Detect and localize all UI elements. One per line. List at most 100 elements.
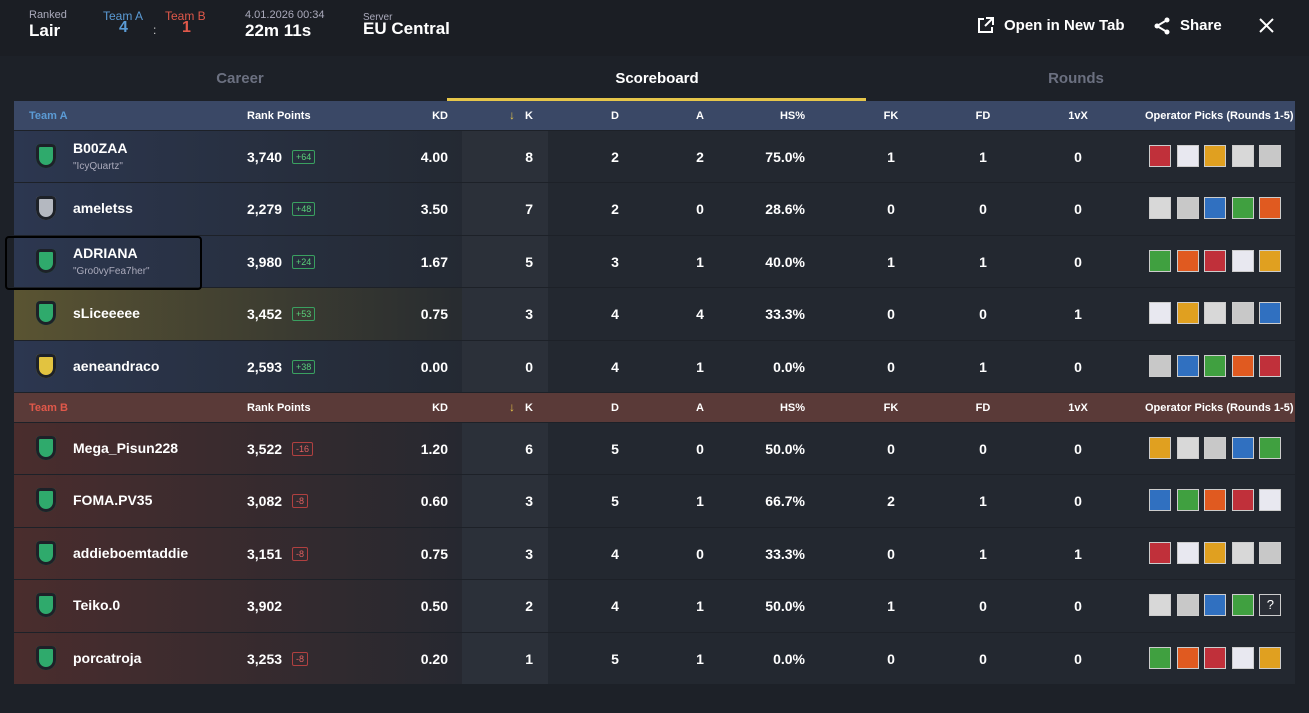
column-label: Rank Points	[247, 110, 311, 122]
close-button[interactable]	[1259, 18, 1274, 33]
stat: 2	[611, 149, 619, 165]
operator-icon	[1259, 354, 1282, 377]
column-label[interactable]: KD	[432, 402, 448, 414]
stat: 1.67	[420, 253, 448, 270]
stat: 0.75	[420, 306, 448, 323]
stat: 4	[611, 306, 619, 323]
team-header	[14, 101, 1295, 130]
stat: 3	[611, 253, 619, 270]
column-label[interactable]: KD	[432, 110, 448, 122]
player-name[interactable]: Mega_Pisun228	[73, 440, 179, 456]
stat: 1	[1074, 545, 1082, 562]
player-row[interactable]	[14, 131, 1295, 183]
server: EU Central	[363, 19, 450, 38]
stat: 0	[696, 201, 704, 218]
rank-points: 3,082	[247, 493, 283, 510]
tab[interactable]: Rounds	[1048, 70, 1104, 87]
player-name[interactable]: aeneandraco	[73, 357, 160, 374]
team-name: Team B	[29, 402, 68, 414]
player-name[interactable]: ADRIANA	[73, 244, 138, 261]
stat: 1	[979, 358, 987, 375]
operator-icon	[1231, 354, 1254, 377]
column-label[interactable]: FD	[975, 402, 991, 414]
operator-icon	[1231, 437, 1254, 459]
column-label[interactable]: D	[611, 402, 619, 414]
player-name[interactable]: sLiceeeee	[73, 305, 140, 322]
share-button[interactable]: Share	[1180, 17, 1222, 34]
column-label[interactable]: A	[696, 402, 704, 414]
stat: 0	[696, 441, 704, 457]
share-icon[interactable]	[1153, 16, 1172, 35]
stat: 0	[887, 306, 895, 323]
rank-badge	[36, 436, 56, 460]
stat: 1	[696, 493, 704, 510]
open-new-tab-button[interactable]: Open in New Tab	[1004, 17, 1125, 34]
player-name[interactable]: porcatroja	[73, 649, 142, 666]
stat: 3.50	[420, 201, 448, 218]
tab[interactable]: Career	[216, 70, 264, 87]
player-name[interactable]: FOMA.PV35	[73, 492, 153, 509]
operator-icon	[1259, 197, 1282, 220]
operator-icon	[1259, 437, 1282, 459]
player-row[interactable]	[14, 475, 1295, 527]
operator-icon	[1231, 594, 1254, 617]
tab[interactable]: Scoreboard	[615, 70, 699, 87]
column-label[interactable]: K	[525, 402, 533, 414]
column-label[interactable]: HS%	[779, 402, 805, 414]
stat: 0.20	[420, 650, 448, 667]
kills-column-bg	[462, 580, 548, 632]
stat: 0	[979, 441, 987, 457]
rank-badge	[36, 488, 56, 513]
column-label[interactable]: K	[525, 110, 533, 122]
column-label[interactable]: FK	[883, 402, 899, 414]
stat: 0	[525, 358, 533, 375]
column-label: Operator Picks (Rounds 1-5)	[1145, 402, 1294, 414]
stat: 0.0%	[773, 358, 805, 375]
column-label[interactable]: A	[696, 110, 704, 122]
player-name[interactable]: B00ZAA	[73, 140, 128, 156]
operator-icon	[1259, 541, 1282, 564]
stat: 1	[696, 253, 704, 270]
annotation-box	[5, 236, 202, 290]
kills-column-bg	[462, 131, 548, 183]
stat: 5	[611, 441, 619, 457]
operator-icon	[1149, 489, 1171, 512]
operator-icon	[1204, 302, 1227, 325]
player-name[interactable]: Teiko.0	[73, 597, 121, 614]
column-label[interactable]: HS%	[779, 110, 805, 122]
player-row[interactable]	[14, 288, 1295, 340]
column-label[interactable]: 1vX	[1068, 110, 1088, 122]
stat: 50.0%	[765, 598, 805, 615]
sort-arrow: ↓	[509, 108, 515, 122]
player-row[interactable]	[14, 340, 1295, 392]
rank-badge	[36, 353, 56, 378]
player-row[interactable]	[14, 235, 1295, 288]
player-row[interactable]	[14, 183, 1295, 235]
player-row[interactable]	[14, 580, 1295, 632]
player-row[interactable]	[14, 527, 1295, 580]
column-label[interactable]: D	[611, 110, 619, 122]
column-label[interactable]: FD	[975, 110, 991, 122]
rank-badge	[36, 196, 56, 221]
player-row[interactable]	[14, 632, 1295, 684]
column-label[interactable]: FK	[883, 110, 899, 122]
rank-points: 3,452	[247, 306, 283, 323]
date: 4.01.2026 00:34	[245, 9, 325, 21]
external-link-icon[interactable]	[976, 16, 995, 35]
column-label[interactable]: 1vX	[1068, 402, 1088, 414]
operator-icon	[1176, 302, 1199, 325]
player-name[interactable]: ameletss	[73, 200, 133, 217]
top-bar	[0, 0, 1309, 56]
rank-badge	[36, 645, 56, 670]
rank-points: 2,593	[247, 358, 283, 375]
player-row[interactable]	[14, 423, 1295, 475]
stat: 28.6%	[765, 201, 805, 218]
stat: 4	[611, 598, 619, 615]
stat: 2	[696, 149, 704, 165]
stat: 0	[1074, 358, 1082, 375]
player-name[interactable]: addieboemtaddie	[73, 544, 189, 561]
stat: 0	[1074, 493, 1082, 510]
active-tab-underline	[447, 98, 866, 101]
rank-points: 3,902	[247, 598, 283, 615]
